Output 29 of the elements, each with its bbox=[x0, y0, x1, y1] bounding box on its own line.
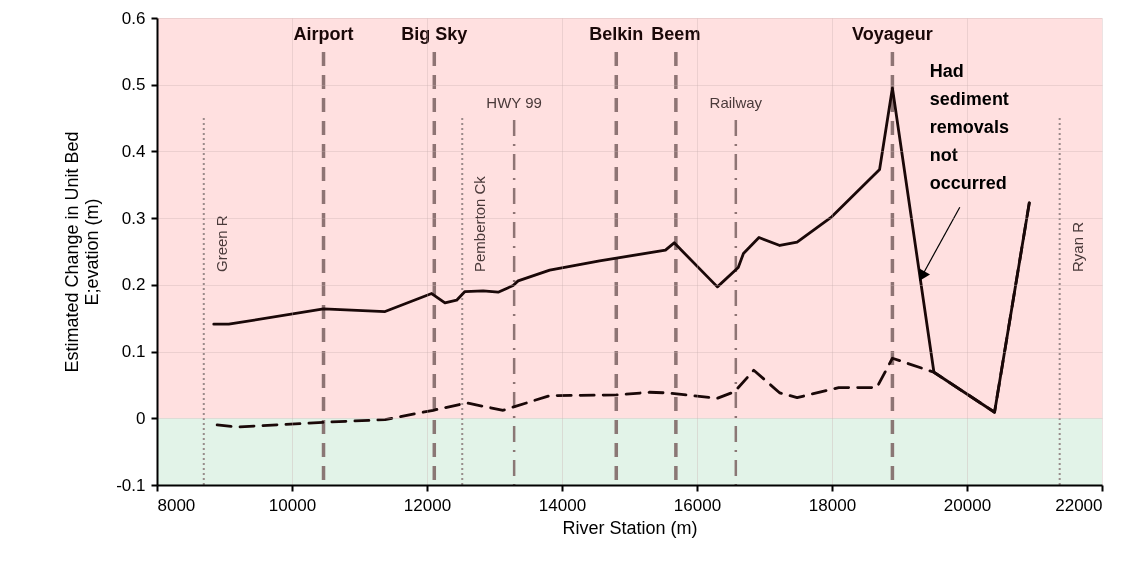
x-tick-label: 8000 bbox=[157, 495, 196, 515]
y-tick-label: 0.2 bbox=[121, 275, 146, 295]
ref-line-label: Airport bbox=[293, 24, 354, 44]
y-tick-label: 0.5 bbox=[121, 75, 146, 95]
x-tick-label: 12000 bbox=[403, 495, 452, 515]
x-tick-label: 16000 bbox=[673, 495, 722, 515]
y-tick-label: 0.6 bbox=[121, 8, 146, 28]
ref-line-label: Ryan R bbox=[1068, 221, 1086, 272]
ref-line-label: Beem bbox=[651, 24, 701, 44]
ref-line-label: Voyageur bbox=[852, 24, 933, 44]
ref-line-label: Pemberton Ck bbox=[471, 175, 489, 272]
y-tick-label: 0.4 bbox=[121, 141, 146, 161]
x-axis-title: River Station (m) bbox=[562, 517, 698, 538]
ref-line-label: HWY 99 bbox=[486, 94, 542, 111]
y-tick-label: 0.1 bbox=[121, 342, 146, 362]
y-tick-label: 0 bbox=[136, 408, 146, 428]
annotation: Had sediment removals not occurred bbox=[929, 61, 1009, 194]
ref-line-label: Belkin bbox=[589, 24, 644, 44]
ref-line-label: Big Sky bbox=[401, 24, 468, 44]
y-tick-label: -0.1 bbox=[116, 475, 146, 495]
x-tick-label: 20000 bbox=[943, 495, 992, 515]
x-tick-label: 18000 bbox=[808, 495, 857, 515]
x-tick-label: 14000 bbox=[538, 495, 587, 515]
x-tick-label: 10000 bbox=[268, 495, 317, 515]
y-axis-title: Estimated Change in Unit Bed E;evation (m) bbox=[62, 131, 103, 373]
y-tick-label: 0.3 bbox=[121, 208, 146, 228]
ref-line-label: Railway bbox=[709, 94, 763, 111]
x-tick-label: 22000 bbox=[1055, 495, 1103, 515]
ref-line-label: Green R bbox=[212, 215, 230, 272]
